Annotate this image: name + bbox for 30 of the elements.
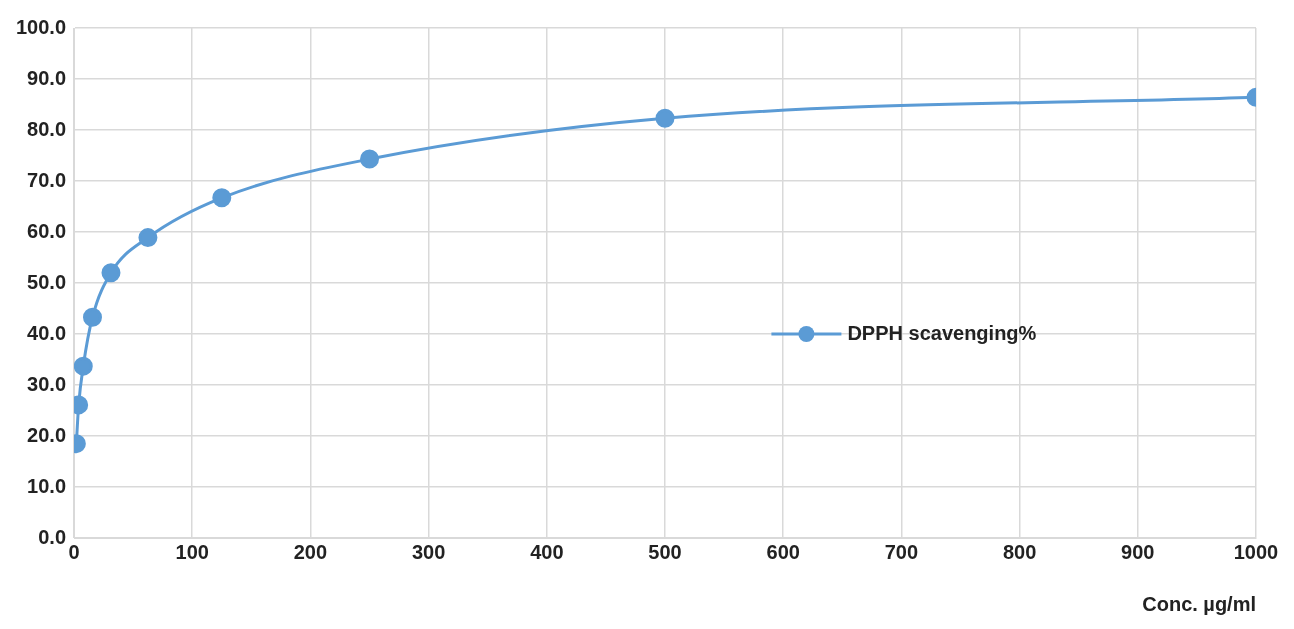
x-tick-label: 400 (530, 540, 564, 563)
x-tick-label: 300 (411, 540, 446, 563)
y-tick-label: 50.0 (27, 270, 67, 293)
x-tick-label: 700 (884, 540, 919, 563)
x-tick-label: 500 (648, 540, 682, 563)
x-tick-label: 0 (68, 540, 80, 563)
point (74, 356, 93, 376)
x-axis-title: Conc. µg/ml (1142, 592, 1256, 615)
x-tick-label: 800 (1002, 540, 1037, 563)
y-tick-label: 80.0 (27, 117, 67, 140)
point (212, 188, 232, 208)
point (101, 263, 121, 283)
point (82, 307, 102, 327)
y-tick-label: 70.0 (27, 168, 67, 191)
x-tick-label: 600 (766, 540, 800, 563)
x-tick-label: 200 (293, 540, 328, 563)
y-tick-label: 30.0 (27, 372, 67, 395)
legend-label: DPPH scavenging% (847, 321, 1037, 344)
y-tick-label: 10.0 (27, 474, 67, 497)
y-tick-label: 0.0 (38, 525, 67, 548)
y-tick-label: 60.0 (27, 219, 67, 242)
x-tick-label: 100 (175, 540, 209, 563)
x-tick-label: 1000 (1233, 540, 1279, 563)
point (138, 228, 158, 248)
y-tick-label: 40.0 (27, 321, 67, 344)
point (360, 149, 380, 169)
y-tick-label: 90.0 (27, 66, 67, 89)
x-tick-label: 900 (1121, 540, 1155, 563)
y-tick-label: 100.0 (15, 15, 67, 38)
y-tick-label: 20.0 (27, 423, 67, 446)
